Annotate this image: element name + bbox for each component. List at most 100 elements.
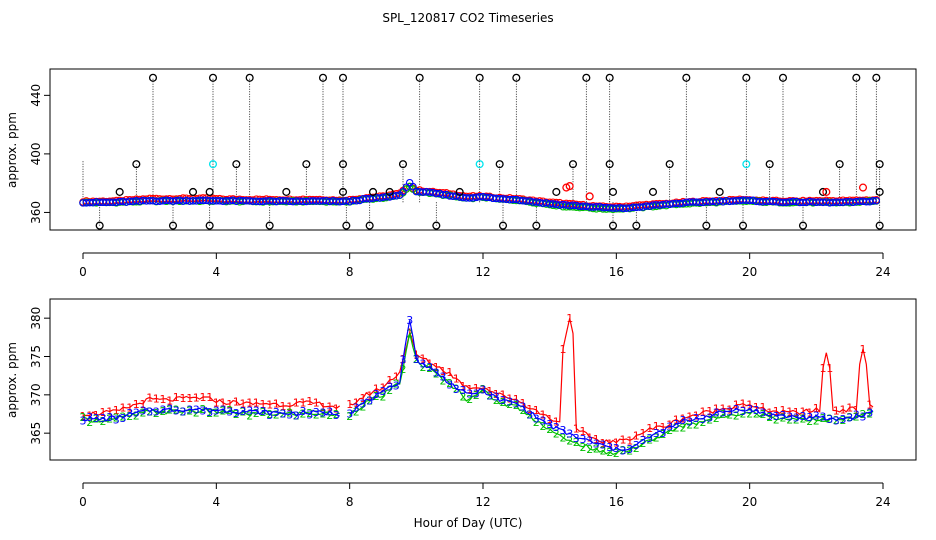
bottom-marker-series-3: 3	[260, 405, 267, 418]
bottom-marker-series-2: 2	[853, 410, 860, 423]
bottom-marker-series-1: 1	[326, 400, 333, 413]
bottom-marker-series-2: 2	[100, 415, 107, 428]
outlier-point	[852, 73, 861, 82]
bottom-marker-series-3: 3	[393, 380, 400, 393]
bottom-marker-series-2: 2	[253, 407, 260, 420]
bottom-marker-series-1: 1	[160, 393, 167, 406]
bottom-marker-series-1: 1	[853, 404, 860, 417]
bottom-marker-series-3: 3	[160, 404, 167, 417]
bottom-marker-series-3: 3	[680, 414, 687, 427]
top-point-series-3	[869, 197, 877, 205]
bottom-marker-series-3: 3	[726, 406, 733, 419]
bottom-marker-series-3: 3	[486, 389, 493, 402]
top-y-axis: 360 400 440	[29, 84, 51, 224]
bottom-marker-series-2: 2	[820, 412, 827, 425]
bottom-marker-series-2: 2	[693, 419, 700, 432]
bottom-marker-series-3: 3	[740, 405, 747, 418]
bottom-marker-series-3: 3	[793, 411, 800, 424]
bottom-marker-series-1: 1	[386, 374, 393, 387]
extra-point-cyan	[742, 160, 751, 169]
bottom-marker-series-3: 3	[593, 438, 600, 451]
bottom-marker-series-3: 3	[826, 413, 833, 426]
bottom-marker-series-3: 3	[866, 407, 873, 420]
bottom-x-tick-label: 8	[346, 495, 354, 509]
bottom-marker-series-2: 2	[566, 434, 573, 447]
bottom-marker-series-1: 1	[293, 397, 300, 410]
bottom-marker-series-3: 3	[780, 409, 787, 422]
bottom-marker-series-3: 3	[766, 410, 773, 423]
bottom-marker-series-3: 3	[233, 407, 240, 420]
bottom-marker-series-2: 2	[613, 447, 620, 460]
bottom-marker-series-3: 3	[800, 410, 807, 423]
bottom-marker-series-1: 1	[720, 403, 727, 416]
outlier-point	[835, 160, 844, 169]
bottom-marker-series-3: 3	[300, 405, 307, 418]
outlier-point	[608, 187, 618, 196]
bottom-marker-series-2: 2	[686, 418, 693, 431]
bottom-marker-series-1: 1	[126, 402, 133, 415]
bottom-marker-series-2: 2	[526, 409, 533, 422]
bottom-marker-series-1: 1	[240, 398, 247, 411]
top-data-marks	[79, 73, 884, 230]
bottom-marker-series-3: 3	[353, 402, 360, 415]
bottom-marker-series-1: 1	[740, 398, 747, 411]
bottom-marker-series-3: 3	[433, 366, 440, 379]
bottom-marker-series-1: 1	[580, 425, 587, 438]
outlier-point	[582, 73, 591, 82]
bottom-marker-series-1: 1	[673, 414, 680, 427]
outlier-point	[682, 73, 691, 82]
bottom-marker-series-2: 2	[193, 407, 200, 420]
top-y-tick-label: 360	[29, 201, 43, 224]
bottom-marker-series-2: 2	[673, 422, 680, 435]
bottom-marker-series-3: 3	[226, 406, 233, 419]
bottom-line-series-3	[82, 320, 874, 452]
bottom-marker-series-2: 2	[500, 396, 507, 409]
bottom-marker-series-3: 3	[86, 411, 93, 424]
outlier-point	[605, 160, 614, 169]
bottom-marker-series-1: 1	[686, 411, 693, 424]
top-point-series-3	[409, 182, 417, 191]
bottom-marker-series-1: 1	[766, 406, 773, 419]
bottom-marker-series-3: 3	[213, 405, 220, 418]
bottom-marker-series-1: 1	[133, 398, 140, 411]
bottom-marker-series-3: 3	[126, 407, 133, 420]
chart-title: SPL_120817 CO2 Timeseries	[382, 11, 553, 25]
bottom-marker-series-2: 2	[726, 409, 733, 422]
bottom-marker-series-3: 3	[533, 412, 540, 425]
bottom-marker-series-2: 2	[740, 408, 747, 421]
bottom-marker-series-2: 2	[366, 395, 373, 408]
bottom-marker-series-2: 2	[93, 413, 100, 426]
outlier-point	[715, 187, 724, 196]
bottom-marker-series-2: 2	[493, 394, 500, 407]
bottom-marker-series-2: 2	[260, 406, 267, 419]
top-y-tick-label: 440	[29, 84, 43, 107]
bottom-marker-series-3: 3	[733, 403, 740, 416]
bottom-marker-series-3: 3	[473, 388, 480, 401]
bottom-marker-series-2: 2	[640, 437, 647, 450]
bottom-marker-series-1: 1	[820, 362, 827, 375]
bottom-marker-series-1: 1	[493, 388, 500, 401]
bottom-marker-series-3: 3	[773, 410, 780, 423]
bottom-marker-series-1: 1	[313, 397, 320, 410]
bottom-marker-series-3: 3	[100, 412, 107, 425]
bottom-marker-series-1: 1	[420, 352, 427, 365]
bottom-marker-series-2: 2	[540, 420, 547, 433]
bottom-marker-series-3: 3	[700, 413, 707, 426]
outlier-point	[342, 221, 351, 230]
outlier-point	[765, 160, 774, 169]
bottom-marker-series-1: 1	[286, 401, 293, 414]
bottom-marker-series-1: 1	[360, 392, 367, 405]
bottom-marker-series-3: 3	[206, 406, 213, 419]
bottom-marker-series-2: 2	[813, 415, 820, 428]
bottom-marker-series-3: 3	[166, 403, 173, 416]
bottom-marker-series-2: 2	[733, 410, 740, 423]
bottom-marker-series-3: 3	[506, 395, 513, 408]
bottom-marker-series-2: 2	[133, 410, 140, 423]
outlier-point	[875, 187, 884, 196]
bottom-marker-series-3: 3	[453, 383, 460, 396]
top-panel: approx. ppm 0 4 8 12 16 20 24 360 400 440	[5, 68, 917, 279]
bottom-marker-series-1: 1	[606, 437, 613, 450]
bottom-marker-series-1: 1	[586, 431, 593, 444]
